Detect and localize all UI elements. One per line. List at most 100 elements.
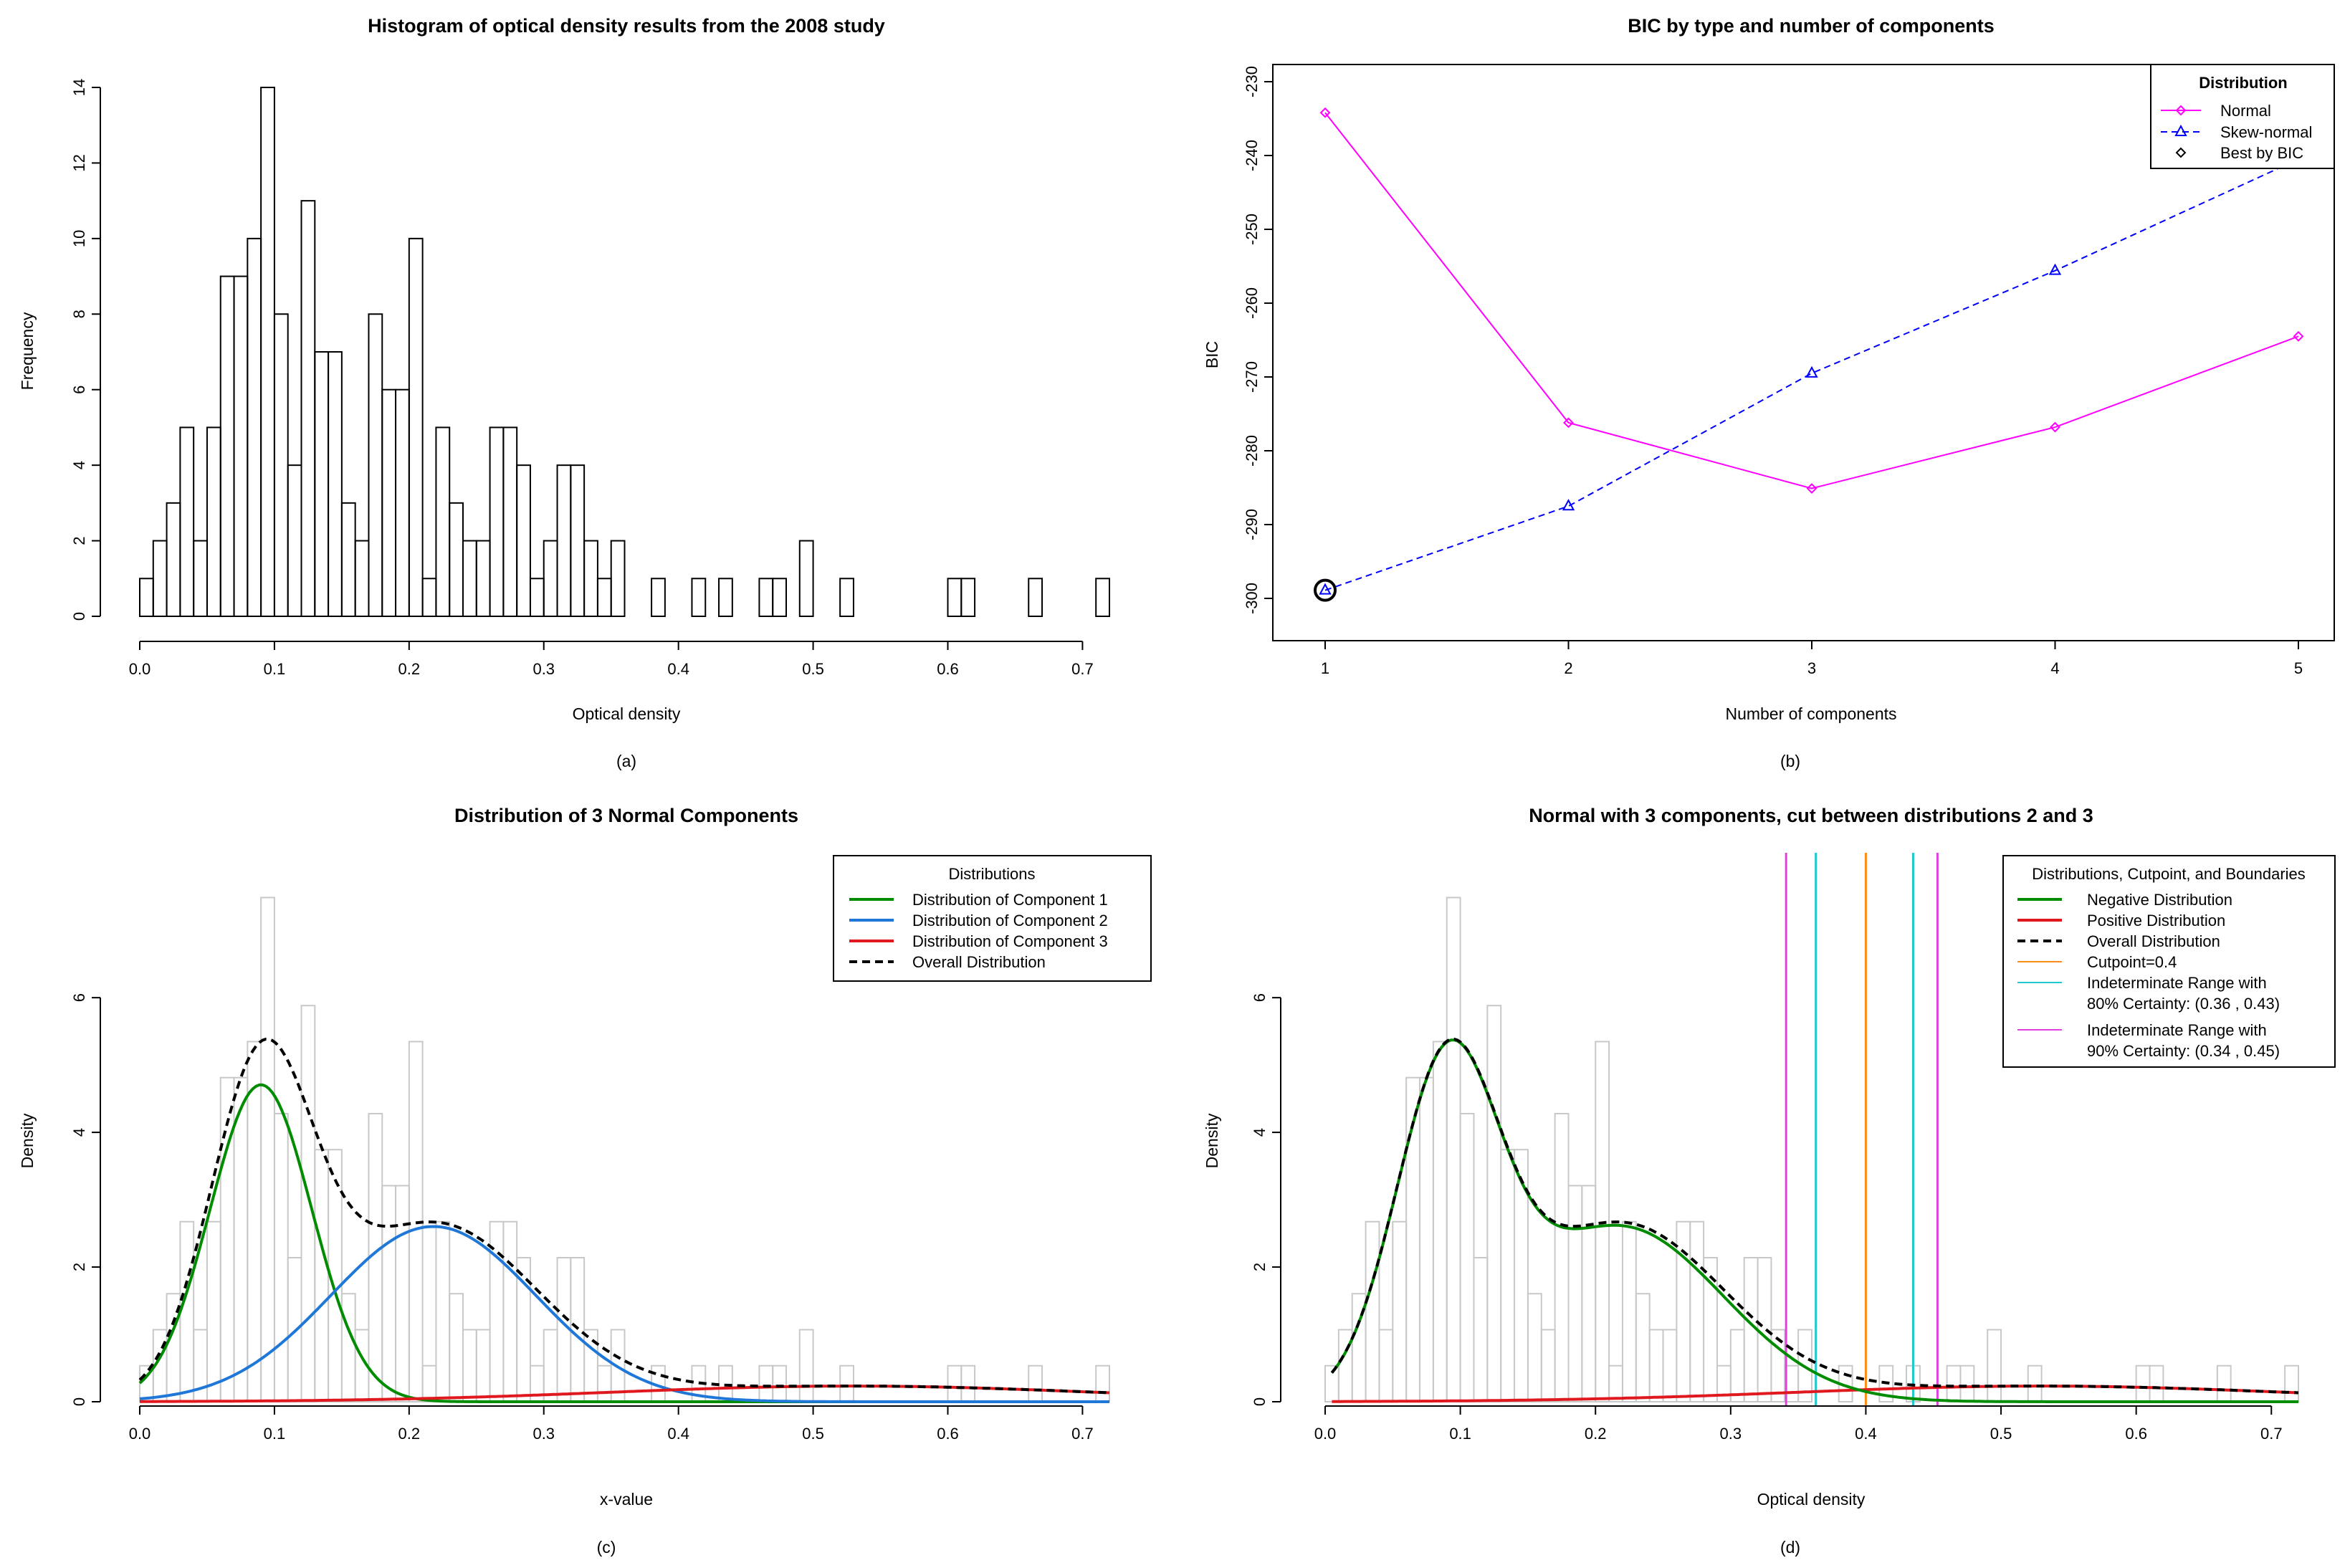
panel-a-bars (139, 87, 1111, 618)
panel-a-y-tick-label: 0 (70, 612, 88, 621)
density-histogram-bar (2149, 1364, 2164, 1403)
panel-c-x-tick-label: 0.2 (398, 1425, 421, 1443)
histogram-bar (206, 426, 221, 618)
density-histogram-bar (340, 1293, 356, 1403)
density-histogram-bar (260, 897, 275, 1402)
panel-d-y-tick-label: 0 (1251, 1397, 1269, 1406)
histogram-bar (583, 540, 598, 617)
panel-a-x-tick-label: 0.5 (802, 660, 824, 678)
panel-d-y-tick-label: 2 (1251, 1263, 1269, 1271)
density-histogram-bar (596, 1364, 612, 1403)
panel-c-x-tick-label: 0.6 (937, 1425, 959, 1443)
panel-a-x-tick-label: 0.3 (532, 660, 555, 678)
density-histogram-bar (179, 1220, 195, 1403)
histogram-bar (273, 313, 289, 617)
panel-a-y-tick-label: 8 (70, 310, 88, 318)
histogram-bar (449, 502, 464, 617)
legend-overall-d-label: Overall Distribution (2087, 932, 2220, 950)
bic-point-normal (1563, 417, 1574, 429)
histogram-bar (381, 388, 397, 617)
histogram-bar (1028, 578, 1043, 617)
panel-d-title: Normal with 3 components, cut between di… (1529, 805, 2093, 826)
overall-distribution-curve (138, 1037, 1110, 1395)
density-histogram-bar (1095, 1364, 1111, 1403)
density-histogram-bar (247, 1041, 262, 1403)
density-histogram-bar (1635, 1293, 1651, 1403)
density-histogram-bar (1365, 1220, 1380, 1403)
panel-b-legend-box (2150, 64, 2335, 169)
positive-distribution-curve (1332, 1385, 2299, 1403)
panel-a-title: Histogram of optical density results fro… (368, 15, 885, 37)
panel-d-x-tick-label: 0.1 (1449, 1425, 1471, 1443)
panel-a-y-tick-label: 4 (70, 461, 88, 469)
bic-point-normal (2293, 330, 2304, 342)
density-histogram-bar (960, 1364, 976, 1403)
density-histogram-bar (314, 1149, 330, 1403)
histogram-bar (798, 540, 814, 617)
density-histogram-bar (1662, 1329, 1678, 1403)
histogram-bar (368, 313, 383, 617)
histogram-bar (247, 237, 262, 618)
histogram-bar (193, 540, 208, 617)
legend-positive-label: Positive Distribution (2087, 912, 2225, 929)
panel-d-x-label: Optical density (1757, 1490, 1866, 1509)
histogram-bar (529, 578, 545, 617)
density-histogram-bar (543, 1329, 558, 1403)
panel-d-x-tick-label: 0.5 (1990, 1425, 2012, 1443)
density-histogram-bar (395, 1185, 410, 1403)
histogram-bar (960, 578, 976, 617)
panel-a-x-tick-label: 0.7 (1071, 660, 1094, 678)
density-histogram-bar (435, 1220, 451, 1403)
panel-a-x-tick-label: 0.0 (129, 660, 151, 678)
histogram-bar (219, 275, 235, 617)
histogram-bar (502, 426, 518, 618)
panel-c-y-tick-label: 2 (70, 1263, 88, 1271)
histogram-bar (839, 578, 854, 617)
panel-b-title: BIC by type and number of components (1628, 15, 1995, 37)
panel-c-x-tick-label: 0.0 (129, 1425, 151, 1443)
legend-comp1-label: Distribution of Component 1 (912, 891, 1108, 909)
panel-a-x-tick-label: 0.6 (937, 660, 959, 678)
panel-c-x-tick-label: 0.3 (532, 1425, 555, 1443)
density-histogram-bar (1703, 1256, 1718, 1403)
panel-c-legend-box (833, 855, 1152, 982)
panel-b-y-tick-label: -280 (1243, 435, 1261, 467)
density-histogram-bar (449, 1293, 464, 1403)
panel-c-components: Distribution of 3 Normal Components 0.0 0… (18, 805, 1152, 1557)
panel-d-x-tick-label: 0.7 (2260, 1425, 2283, 1443)
legend-skew-marker (2174, 124, 2187, 136)
density-histogram-bar (475, 1329, 491, 1403)
panel-a-x-label: Optical density (573, 704, 681, 723)
histogram-bar (139, 578, 154, 617)
histogram-bar (610, 540, 626, 617)
legend-normal-marker (2175, 105, 2187, 116)
panel-b-x-tick-label: 5 (2294, 659, 2303, 677)
bic-point-skew-normal (2048, 263, 2062, 275)
histogram-bar (596, 578, 612, 617)
density-histogram-bar (206, 1220, 221, 1403)
panel-c-x-tick-label: 0.5 (802, 1425, 824, 1443)
legend-range80-label-1: Indeterminate Range with (2087, 974, 2267, 992)
panel-b-x-label: Number of components (1725, 704, 1896, 723)
density-histogram-bar (839, 1364, 854, 1403)
legend-comp2-label: Distribution of Component 2 (912, 912, 1108, 929)
histogram-bar (260, 87, 275, 617)
panel-a-y-axis: 0 2 4 6 8 10 12 14 (70, 79, 101, 621)
legend-best-marker (2175, 147, 2187, 158)
legend-cutpoint-label: Cutpoint=0.4 (2087, 953, 2177, 971)
panel-b-bic: BIC by type and number of components 1 2 3… (1203, 15, 2335, 770)
density-histogram-bar (1446, 897, 1461, 1402)
legend-overall-label: Overall Distribution (912, 953, 1046, 971)
panel-d-caption: (d) (1780, 1538, 1800, 1557)
histogram-bar (1095, 578, 1111, 617)
histogram-bar (462, 540, 477, 617)
density-histogram-bar (381, 1185, 397, 1403)
panel-b-legend: Distribution Normal Skew-normal Best by … (2150, 64, 2335, 169)
bic-series-skew-normal-line (1324, 158, 2299, 591)
bic-point-normal (1319, 107, 1331, 118)
panel-b-x-tick-label: 4 (2050, 659, 2059, 677)
panel-a-x-tick-label: 0.1 (264, 660, 286, 678)
panel-b-caption: (b) (1780, 752, 1800, 770)
bic-point-normal (2050, 421, 2060, 433)
